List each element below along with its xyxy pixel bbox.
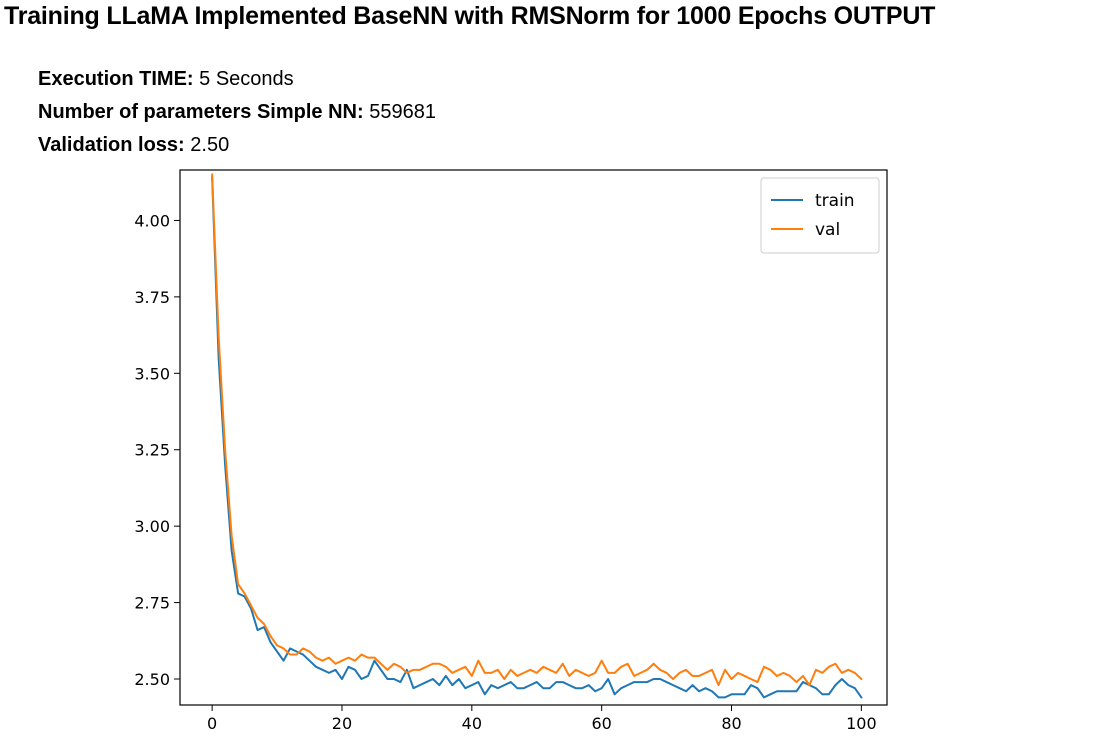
x-tick-label: 100 — [846, 714, 877, 733]
x-tick-label: 20 — [332, 714, 352, 733]
y-tick-label: 4.00 — [134, 211, 170, 230]
parameter-count-value: 559681 — [369, 101, 436, 123]
legend-label-val: val — [815, 220, 840, 240]
y-tick-label: 2.75 — [134, 594, 170, 613]
loss-chart: 0 20 40 60 80 100 2.50 2.75 3.00 3.25 3.50 3.75 4.0… — [90, 165, 900, 754]
execution-time-label: Execution TIME: — [38, 68, 194, 90]
y-tick-label: 3.00 — [134, 517, 170, 536]
stats-panel: Execution TIME: 5 Seconds Number of para… — [38, 63, 436, 162]
y-axis: 2.50 2.75 3.00 3.25 3.50 3.75 4.00 — [134, 211, 180, 689]
y-tick-label: 3.50 — [134, 364, 170, 383]
legend-label-train: train — [815, 191, 855, 211]
validation-loss-label: Validation loss: — [38, 134, 185, 156]
legend-box — [760, 177, 880, 254]
series-layer — [211, 173, 863, 699]
loss-chart-svg: 0 20 40 60 80 100 2.50 2.75 3.00 3.25 3.50 3.75 4.0… — [134, 169, 888, 733]
axes-frame — [179, 169, 888, 706]
x-tick-label: 60 — [591, 714, 611, 733]
validation-loss-value: 2.50 — [190, 134, 230, 156]
y-tick-label: 3.25 — [134, 441, 170, 460]
y-tick-label: 2.50 — [134, 670, 170, 689]
parameter-count-label: Number of parameters Simple NN: — [38, 101, 364, 123]
series-line-val — [211, 173, 863, 687]
x-tick-label: 40 — [462, 714, 482, 733]
series-line-train — [211, 176, 863, 699]
legend: train val — [760, 177, 880, 254]
x-tick-label: 0 — [207, 714, 217, 733]
x-tick-label: 80 — [721, 714, 741, 733]
parameter-count-row: Number of parameters Simple NN: 559681 — [38, 96, 436, 129]
execution-time-value: 5 Seconds — [199, 68, 294, 90]
page-title: Training LLaMA Implemented BaseNN with R… — [4, 2, 936, 30]
execution-time-row: Execution TIME: 5 Seconds — [38, 63, 436, 96]
validation-loss-row: Validation loss: 2.50 — [38, 129, 436, 162]
y-tick-label: 3.75 — [134, 288, 170, 307]
x-axis: 0 20 40 60 80 100 — [207, 705, 877, 733]
